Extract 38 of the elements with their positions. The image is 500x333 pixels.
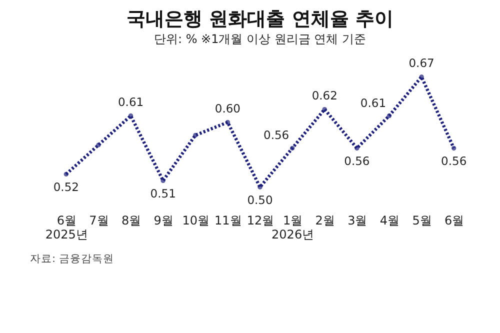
data-label: 0.67 xyxy=(408,56,434,70)
x-tick-label: 8월 xyxy=(121,214,142,228)
x-tick-label: 10월 xyxy=(182,214,210,228)
x-tick-label: 7월 xyxy=(89,214,109,228)
chart-title: 국내은행 원화대출 연체율 추이 xyxy=(126,8,394,30)
text: 자료: 금융감독원 xyxy=(30,253,114,265)
x-tick-label: 6월 2025년 xyxy=(45,214,88,242)
x-tick-label: 6월 xyxy=(444,214,464,228)
point xyxy=(96,142,101,148)
data-label: 0.61 xyxy=(360,96,386,110)
x-tick-label: 2월 xyxy=(315,214,335,228)
data-label: 0.52 xyxy=(53,180,79,194)
data-label: 0.61 xyxy=(118,94,144,109)
point xyxy=(64,172,68,177)
data-label: 0.56 xyxy=(344,154,370,168)
point xyxy=(322,106,327,112)
data-label: 0.51 xyxy=(150,186,176,201)
x-tick-label: 4월 xyxy=(380,214,400,228)
data-label: 0.56 xyxy=(264,128,290,142)
point xyxy=(452,146,456,151)
x-tick-label: 12월 xyxy=(246,214,274,228)
data-label: 0.50 xyxy=(247,193,273,208)
x-tick-label: 5월 xyxy=(412,214,432,228)
point xyxy=(193,132,198,138)
point xyxy=(225,120,230,125)
point xyxy=(290,146,295,151)
point xyxy=(258,184,262,190)
point xyxy=(354,146,360,151)
data-label: 0.60 xyxy=(214,101,240,116)
point xyxy=(386,113,392,118)
x-tick-label: 1월 2026년 xyxy=(272,214,314,242)
point xyxy=(160,178,166,183)
data-label: 0.62 xyxy=(312,88,338,102)
x-tick-label: 9월 xyxy=(154,214,174,228)
x-tick-label: 11월 xyxy=(214,214,242,228)
x-tick-label: 3월 xyxy=(348,214,368,228)
data-label: 0.56 xyxy=(441,154,467,168)
chart-subtitle: 단위: % ※1개월 이상 원리금 연체 기준 xyxy=(154,32,366,46)
